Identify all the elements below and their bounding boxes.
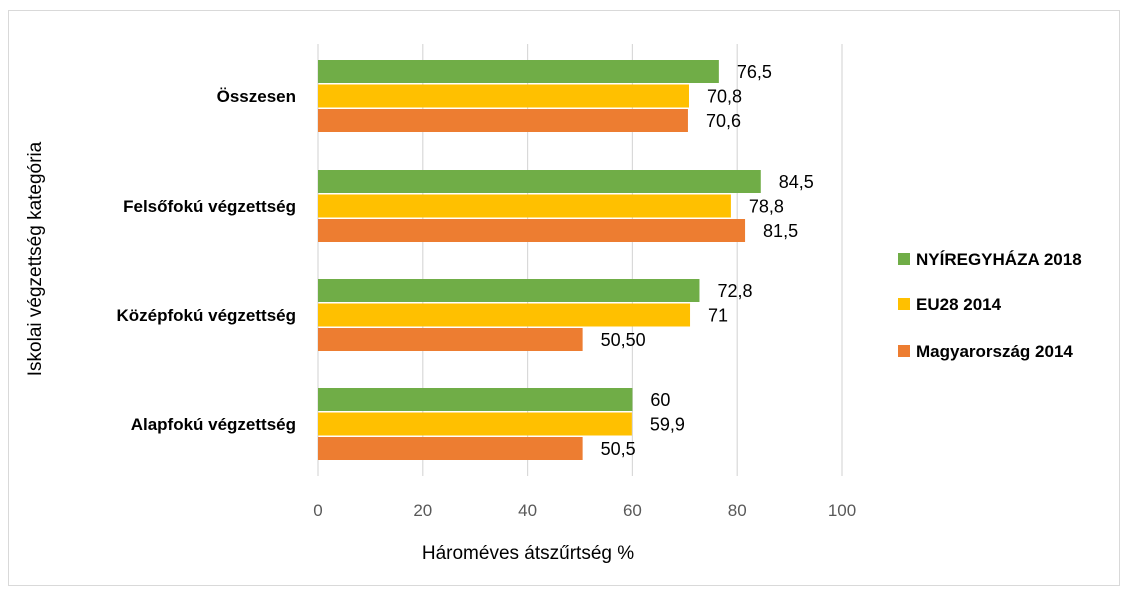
bar-value-label: 84,5 xyxy=(779,172,814,192)
category-label: Összesen xyxy=(217,87,296,106)
x-tick-labels: 0 20 40 60 80 100 xyxy=(313,501,856,520)
bar-value-label: 78,8 xyxy=(749,197,784,217)
legend-swatch xyxy=(898,298,910,310)
x-tick-label: 40 xyxy=(518,501,537,520)
bar-value-label: 70,8 xyxy=(707,87,742,107)
bar xyxy=(318,279,700,302)
legend-label: NYÍREGYHÁZA 2018 xyxy=(916,250,1082,269)
legend-label: EU28 2014 xyxy=(916,295,1002,314)
bar xyxy=(318,303,691,327)
category-label: Alapfokú végzettség xyxy=(131,415,296,434)
bar-value-label: 59,9 xyxy=(650,415,685,435)
bar xyxy=(318,219,746,242)
x-axis-title: Hároméves átszűrtség % xyxy=(422,543,634,564)
bar-value-label: 70,6 xyxy=(706,111,741,131)
bar-value-label: 76,5 xyxy=(737,62,772,82)
y-axis-title: Iskolai végzettség kategória xyxy=(25,141,46,376)
legend-label: Magyarország 2014 xyxy=(916,342,1073,361)
bar-value-label: 50,50 xyxy=(601,330,646,350)
bar xyxy=(318,437,583,460)
bar-value-label: 60 xyxy=(650,390,670,410)
x-tick-label: 60 xyxy=(623,501,642,520)
bar-value-label: 81,5 xyxy=(763,221,798,241)
data-labels: 76,5 70,8 70,6 84,5 78,8 81,5 72,8 71 50,50 60 59,… xyxy=(601,62,814,459)
bar xyxy=(318,60,719,83)
x-tick-label: 100 xyxy=(828,501,856,520)
legend: NYÍREGYHÁZA 2018 EU28 2014 Magyarország 20… xyxy=(898,250,1082,361)
bar-value-label: 71 xyxy=(708,306,728,326)
category-label: Felsőfokú végzettség xyxy=(123,197,296,216)
category-labels: Összesen Felsőfokú végzettség Középfokú vé… xyxy=(117,87,296,434)
x-tick-label: 0 xyxy=(313,501,322,520)
bar xyxy=(318,194,731,218)
x-tick-label: 80 xyxy=(728,501,747,520)
legend-swatch xyxy=(898,253,910,265)
bar xyxy=(318,388,633,411)
x-tick-label: 20 xyxy=(413,501,432,520)
bar xyxy=(318,170,761,193)
bar-value-label: 72,8 xyxy=(717,281,752,301)
bar xyxy=(318,328,583,351)
legend-swatch xyxy=(898,345,910,357)
bar xyxy=(318,412,632,436)
bar xyxy=(318,109,688,132)
gridlines xyxy=(317,44,843,476)
bar-series xyxy=(318,60,761,460)
bar-value-label: 50,5 xyxy=(601,439,636,459)
category-label: Középfokú végzettség xyxy=(117,306,296,325)
bar xyxy=(318,84,689,108)
